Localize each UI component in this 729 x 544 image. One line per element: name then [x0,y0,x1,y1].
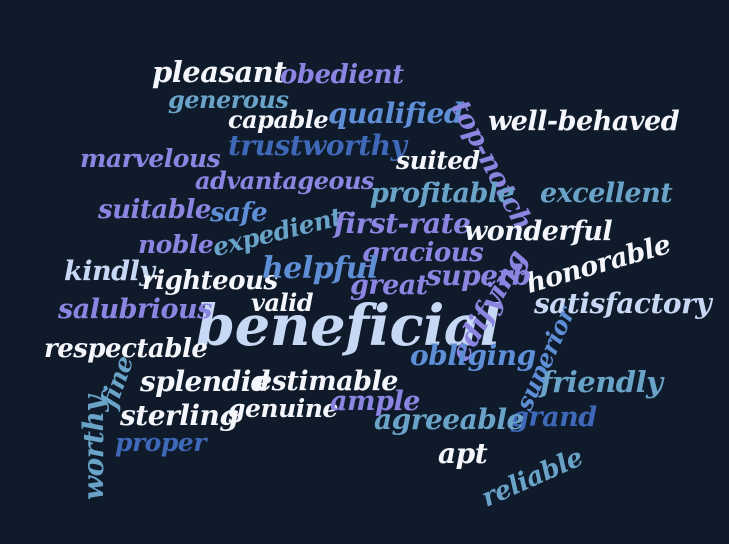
word-well-behaved: well-behaved [488,106,680,137]
word-friendly: friendly [540,365,663,399]
word-helpful: helpful [262,251,378,286]
word-salubrious: salubrious [58,294,212,325]
word-suitable: suitable [98,195,211,225]
word-agreeable: agreeable [374,403,524,436]
word-worthy: worthy [77,395,110,500]
word-reliable: reliable [477,442,588,514]
word-grand: grand [510,402,597,433]
word-wonderful: wonderful [464,216,613,247]
word-sterling: sterling [120,399,239,432]
word-satisfactory: satisfactory [534,287,712,320]
word-safe: safe [210,198,268,228]
word-generous: generous [168,85,289,114]
word-capable: capable [228,105,329,134]
word-splendid: splendid [140,365,270,398]
word-obedient: obedient [280,60,404,90]
word-obliging: obliging [410,339,536,372]
word-gracious: gracious [362,238,484,268]
word-profitable: profitable [370,178,515,209]
word-estimable: estimable [255,366,399,397]
word-trustworthy: trustworthy [228,129,407,162]
word-valid: valid [251,288,314,317]
word-qualified: qualified [328,97,463,130]
word-respectable: respectable [44,334,208,364]
word-advantageous: advantageous [195,166,374,195]
word-superb: superb [426,259,531,292]
word-great: great [350,270,428,301]
word-kindly: kindly [64,256,155,287]
word-beneficial: beneficial [196,293,501,359]
word-excellent: excellent [540,178,673,209]
word-righteous: righteous [142,266,278,296]
word-noble: noble [138,230,214,259]
word-first-rate: first-rate [334,207,471,240]
word-genuine: genuine [228,394,338,423]
word-pleasant: pleasant [152,55,287,89]
word-apt: apt [438,437,488,470]
word-suited: suited [396,146,480,175]
word-ample: ample [330,386,420,417]
word-marvelous: marvelous [80,144,221,173]
word-proper: proper [115,428,206,457]
